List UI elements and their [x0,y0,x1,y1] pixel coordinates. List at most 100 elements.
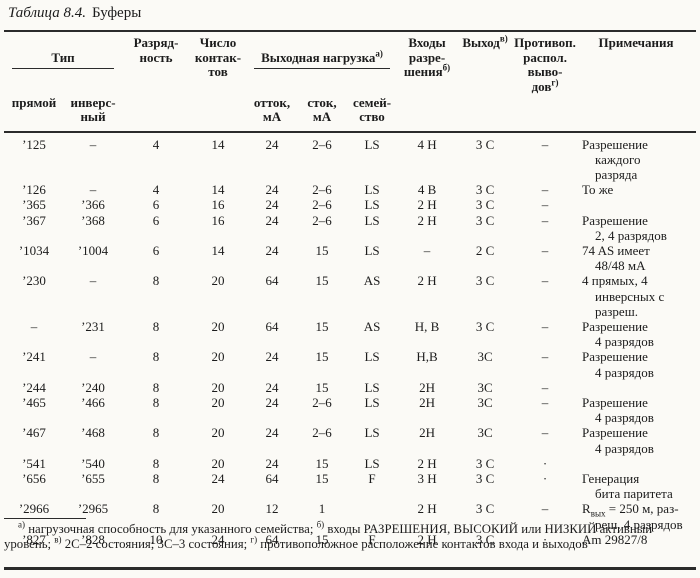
cell-enable-inputs: 2 Н [417,455,437,471]
cell-enable-inputs: 2Н [419,425,435,441]
cell-source-current: 24 [265,455,279,471]
table-row: ’365 ’366 6 16 24 2–6 LS 2 Н 3 С – [4,197,696,212]
cell-type-inverse: – [89,136,97,152]
table-row: ’230 – 8 20 64 15 AS 2 Н 3 С – 4 прямых, 4 инверсны… [4,273,696,319]
cell-bit-width: 8 [152,318,160,334]
note-line: 74 AS имеет [582,242,650,258]
cell-type-inverse: – [89,273,97,289]
cell-enable-inputs: – [423,242,431,258]
cell-bit-width: 8 [152,379,160,395]
cell-type-direct: ’2966 [18,501,50,517]
cell-output-type: 3 С [475,531,495,547]
note-line: каждого [595,151,641,167]
note-line: бита паритета [595,486,673,502]
table-row: ’241 – 8 20 24 15 LS Н,В 3С – Разрешение 4 разрядов [4,349,696,379]
cell-family: LS [364,212,380,228]
cell-family: LS [364,455,380,471]
load-group-label: Выходная нагрузкаа) [254,49,391,69]
table-row: ’1034 ’1004 6 14 24 15 LS – 2 С – 74 AS имеет 48/48… [4,243,696,273]
cell-note: Разрешение 4 разрядов [576,425,696,455]
table-row: ’465 ’466 8 20 24 2–6 LS 2Н 3С – Разрешение 4 разря… [4,395,696,425]
cell-source-current: 24 [265,425,279,441]
col-header-type-inverse: инверс- ный [70,94,116,124]
cell-type-direct: ’125 [22,136,46,152]
note-line: инверсных с [595,288,665,304]
cell-opposite-pins: – [541,242,549,258]
cell-source-current: 64 [265,470,279,486]
cell-bit-width: 4 [152,136,160,152]
table-name: Буферы [91,5,142,21]
col-header-pin-count: Число контак- тов [194,35,242,79]
footnote-marker-v: в) [499,33,508,44]
col-header-bit-width: Разряд- ность [133,35,179,65]
cell-note: Разрешение 4 разрядов [576,349,696,379]
cell-output-type: 3С [477,394,493,410]
cell-enable-inputs: 2 Н [417,531,437,547]
cell-bit-width: 6 [152,242,160,258]
cell-family: LS [364,425,380,441]
cell-pin-count: 14 [211,136,225,152]
note-line: 4 разрядов [595,440,654,456]
cell-family: LS [364,182,380,198]
table-row: ’467 ’468 8 20 24 2–6 LS 2Н 3С – Разрешение 4 разря… [4,425,696,455]
cell-opposite-pins: – [541,273,549,289]
cell-note [576,197,696,212]
note-line: реш. 4 разрядов [595,516,683,532]
cell-family: LS [364,136,380,152]
table-row: ’827 ’828 10 24 64 15 F 2 Н 3 С · Am 29827/8 [4,532,696,547]
note-line: 4 разрядов [595,410,654,426]
cell-output-type: 3 С [475,455,495,471]
cell-opposite-pins: – [541,182,549,198]
table-row: ’367 ’368 6 16 24 2–6 LS 2 Н 3 С – Разрешение 2, 4 … [4,213,696,243]
cell-pin-count: 20 [211,501,225,517]
cell-source-current: 24 [265,242,279,258]
cell-pin-count: 14 [211,242,225,258]
cell-opposite-pins: – [541,379,549,395]
cell-opposite-pins: · [542,531,548,547]
cell-opposite-pins: – [541,212,549,228]
cell-pin-count: 20 [211,273,225,289]
cell-bit-width: 6 [152,197,160,213]
cell-note: Разрешение каждого разряда [576,132,696,183]
cell-bit-width: 8 [152,455,160,471]
cell-note: То же [576,182,696,197]
cell-sink-current: 2–6 [312,136,332,152]
buffers-table: Тип Разряд- ность Число контак- тов Выхо… [4,30,697,547]
note-line: 4 разрядов [595,334,654,350]
cell-type-direct: ’541 [22,455,46,471]
cell-sink-current: 15 [315,455,329,471]
cell-opposite-pins: – [541,197,549,213]
cell-note: Генерация бита паритета [576,471,696,501]
cell-pin-count: 20 [211,318,225,334]
cell-pin-count: 20 [211,425,225,441]
table-row: – ’231 8 20 64 15 AS Н, В 3 С – Разрешение 4 разряд… [4,319,696,349]
cell-type-inverse: ’366 [81,197,105,213]
cell-enable-inputs: 3 Н [417,470,437,486]
cell-type-direct: ’367 [22,212,46,228]
cell-output-type: 3 С [475,470,495,486]
cell-source-current: 24 [265,394,279,410]
type-group-label: Тип [12,50,115,69]
table-row: ’2966 ’2965 8 20 12 1 2 Н 3 С – Rвых = 250 м, раз… [4,501,696,531]
note-line: Разрешение [582,394,648,410]
note-line: разряда [595,166,638,182]
note-line: То же [582,182,614,198]
cell-note [576,380,696,395]
table-title: Таблица 8.4. Буферы [8,5,141,22]
cell-output-type: 2 С [475,242,495,258]
cell-note: Am 29827/8 [576,532,696,547]
cell-type-inverse: ’2965 [77,501,109,517]
cell-type-inverse: ’655 [81,470,105,486]
cell-output-type: 3 С [475,182,495,198]
cell-source-current: 24 [265,379,279,395]
cell-opposite-pins: – [541,394,549,410]
cell-pin-count: 20 [211,379,225,395]
cell-bit-width: 8 [152,273,160,289]
cell-source-current: 64 [265,318,279,334]
cell-sink-current: 2–6 [312,197,332,213]
cell-bit-width: 8 [152,394,160,410]
col-header-opposite-pins: Противоп. распол. выво- довг) [514,35,576,94]
cell-enable-inputs: 2Н [419,379,435,395]
cell-output-type: 3 С [475,273,495,289]
